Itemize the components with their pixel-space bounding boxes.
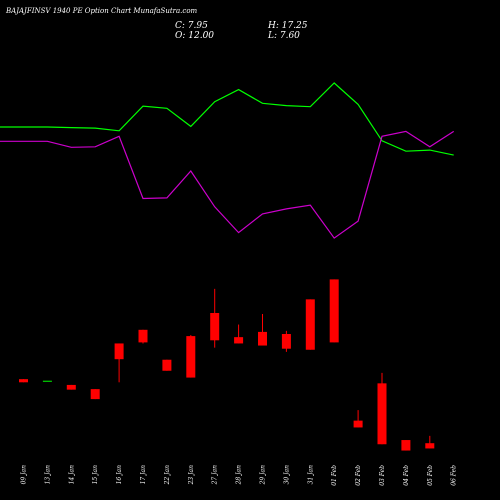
candle	[258, 314, 267, 346]
date-label: 22 Jan	[164, 465, 171, 486]
candle	[353, 410, 363, 428]
candle-body	[401, 440, 411, 451]
line-series-2	[0, 130, 455, 239]
date-label: 03 Feb	[379, 465, 386, 486]
date-label: 01 Feb	[331, 465, 338, 486]
date-label: 14 Jan	[68, 465, 75, 485]
date-label: 29 Jan	[260, 465, 267, 486]
candle-body	[329, 279, 339, 343]
candle	[281, 330, 291, 352]
date-axis: 09 Jan 13 Jan 14 Jan 15 Jan 16 Jan 17 Jan 22 J…	[21, 465, 458, 486]
chart-title: BAJAJFINSV 1940 PE Option Chart MunafaSu…	[6, 7, 198, 15]
candle-body	[353, 420, 363, 428]
date-label: 31 Jan	[307, 465, 314, 485]
date-label: 15 Jan	[92, 465, 99, 485]
candlestick-panel	[19, 279, 435, 451]
candle	[90, 389, 100, 400]
candle-body	[210, 313, 220, 341]
date-label: 30 Jan	[283, 465, 290, 485]
candle	[42, 380, 52, 382]
candle	[138, 329, 148, 344]
low-value: L: 7.60	[268, 31, 300, 41]
date-label: 13 Jan	[44, 465, 51, 485]
date-label: 05 Feb	[427, 465, 434, 486]
candle	[425, 435, 435, 449]
date-label: 17 Jan	[140, 465, 147, 485]
candle-body	[305, 299, 315, 350]
candle	[162, 359, 172, 371]
candle	[234, 324, 244, 344]
candle	[305, 299, 315, 350]
candle-body	[138, 329, 148, 343]
candle-body	[186, 336, 196, 378]
open-value: O: 12.00	[175, 31, 215, 41]
date-label: 27 Jan	[212, 465, 219, 486]
candle	[210, 288, 220, 348]
candle	[66, 384, 76, 390]
date-label: 23 Jan	[188, 465, 195, 486]
candle-body	[258, 331, 267, 346]
candle	[114, 343, 124, 383]
candle-body	[281, 334, 291, 349]
candle-body	[19, 379, 28, 383]
high-value: H: 17.25	[268, 21, 308, 31]
line-panel	[0, 82, 455, 239]
close-value: C: 7.95	[175, 21, 208, 31]
candle	[19, 379, 28, 383]
date-label: 09 Jan	[21, 465, 28, 485]
date-label: 02 Feb	[355, 465, 362, 486]
candle-body	[234, 337, 244, 344]
candle-body	[162, 359, 172, 371]
date-label: 04 Feb	[403, 465, 410, 486]
candle-body	[66, 384, 76, 390]
candle	[329, 279, 339, 343]
date-label: 06 Feb	[451, 465, 458, 486]
candle-body	[90, 389, 100, 400]
line-series-1	[0, 82, 454, 156]
candle	[401, 440, 411, 451]
candle-body	[425, 443, 435, 449]
date-label: 28 Jan	[236, 465, 243, 486]
candle	[186, 335, 196, 378]
candle	[377, 372, 387, 445]
candle-body	[42, 380, 52, 382]
candle-body	[377, 383, 387, 445]
candle-body	[114, 343, 124, 360]
date-label: 16 Jan	[116, 465, 123, 485]
